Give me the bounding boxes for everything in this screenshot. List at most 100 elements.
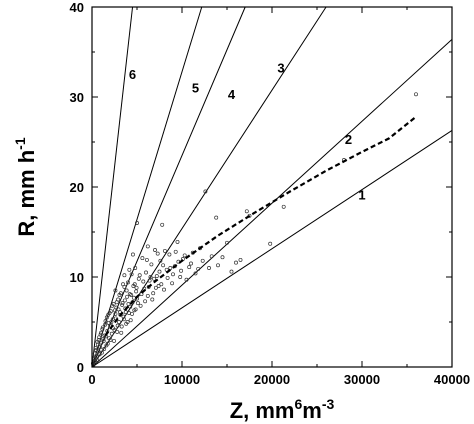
scatter-point: [128, 318, 133, 323]
scatter-point: [103, 319, 108, 324]
y-tick-label: 20: [70, 180, 84, 195]
scatter-point: [105, 341, 110, 346]
x-axis-title-sup1: 6: [294, 396, 302, 412]
scatter-point: [214, 215, 219, 220]
scatter-point: [114, 300, 119, 305]
scatter-point: [129, 272, 134, 277]
scatter-point: [101, 337, 106, 342]
scatter-point: [92, 351, 97, 356]
scatter-point: [120, 301, 125, 306]
scatter-point: [133, 266, 138, 270]
scatter-point: [121, 282, 126, 287]
scatter-point: [196, 266, 201, 271]
scatter-point: [150, 297, 155, 302]
scatter-point: [175, 239, 180, 244]
scatter-point: [160, 222, 165, 227]
scatter-point: [189, 261, 193, 266]
scatter-point: [155, 251, 160, 256]
scatter-point: [145, 244, 150, 249]
scatter-point: [144, 270, 148, 275]
scatter-point: [117, 293, 122, 297]
reference-line-2: [91, 39, 453, 368]
scatter-point: [207, 266, 211, 270]
scatter-point: [126, 302, 131, 306]
scatter-point: [123, 310, 128, 315]
scatter-point: [268, 241, 273, 246]
scatter-point: [126, 311, 131, 315]
scatter-points-layer: [90, 92, 418, 368]
scatter-point: [149, 262, 154, 267]
reference-lines-layer: [91, 6, 453, 368]
scatter-point: [143, 299, 148, 304]
ticks-layer: 0 10000 20000 30000 40000 0 10 20 30 40: [70, 0, 471, 387]
scatter-point: [127, 267, 132, 272]
scatter-point: [234, 260, 238, 265]
scatter-point: [138, 303, 143, 308]
scatter-point: [162, 248, 167, 253]
x-axis-title: Z, mm6m-3: [230, 396, 335, 423]
scatter-point: [165, 275, 170, 280]
scatter-point: [100, 325, 105, 330]
scatter-point: [115, 329, 120, 334]
y-axis-title-base: R, mm h: [14, 150, 39, 237]
scatter-point: [94, 347, 99, 352]
axes-layer: [91, 6, 453, 368]
scatter-point: [125, 294, 130, 299]
scatter-point: [94, 354, 99, 359]
scatter-point: [99, 340, 104, 345]
scatter-point: [122, 273, 127, 278]
scatter-point: [95, 342, 100, 347]
scatter-point: [135, 221, 139, 225]
reference-line-4: [91, 6, 246, 368]
scatter-point: [134, 289, 139, 294]
scatter-point: [136, 276, 141, 281]
scatter-point: [238, 257, 243, 262]
scatter-point: [122, 298, 127, 303]
scatter-point: [130, 252, 135, 257]
scatter-point: [156, 284, 161, 288]
scatter-point: [135, 301, 140, 306]
x-tick-label: 20000: [254, 372, 290, 387]
scatter-point: [125, 320, 130, 324]
x-tick-label: 0: [88, 372, 95, 387]
x-axis-title-base: Z, mm: [230, 398, 295, 423]
scatter-point: [171, 272, 175, 277]
reference-line-3: [91, 6, 327, 368]
fit-curve: [104, 115, 417, 337]
scatter-point: [161, 263, 166, 268]
scatter-point: [229, 269, 234, 274]
scatter-point: [104, 315, 109, 320]
scatter-point: [179, 268, 184, 273]
y-axis-title: R, mm h-1: [12, 137, 39, 236]
scatter-point: [96, 338, 101, 342]
scatter-point: [128, 304, 133, 309]
scatter-point: [112, 338, 117, 343]
scatter-point: [193, 271, 198, 276]
scatter-point: [173, 249, 178, 254]
scatter-point: [119, 330, 124, 335]
x-tick-label: 40000: [434, 372, 470, 387]
scatter-point: [109, 320, 114, 324]
scatter-point: [93, 346, 98, 351]
scatter-point: [126, 280, 130, 285]
scatter-point: [184, 277, 189, 282]
scatter-point: [121, 314, 126, 319]
y-tick-label: 30: [70, 90, 84, 105]
y-tick-label: 40: [70, 0, 84, 15]
scatter-point: [110, 303, 115, 308]
scatter-point: [200, 258, 205, 263]
scatter-point: [107, 311, 112, 315]
scatter-point: [153, 248, 157, 252]
scatter-point: [109, 331, 114, 336]
scatter-point: [141, 279, 146, 284]
line-label-1: 1: [358, 188, 365, 203]
x-axis-title-sup2: -3: [322, 396, 335, 412]
scatter-point: [140, 256, 145, 261]
scatter-point: [168, 266, 173, 270]
scatter-point: [148, 275, 153, 279]
scatter-point: [147, 278, 152, 283]
scatter-point: [130, 311, 134, 316]
scatter-point: [216, 263, 220, 268]
scatter-point: [159, 282, 164, 287]
